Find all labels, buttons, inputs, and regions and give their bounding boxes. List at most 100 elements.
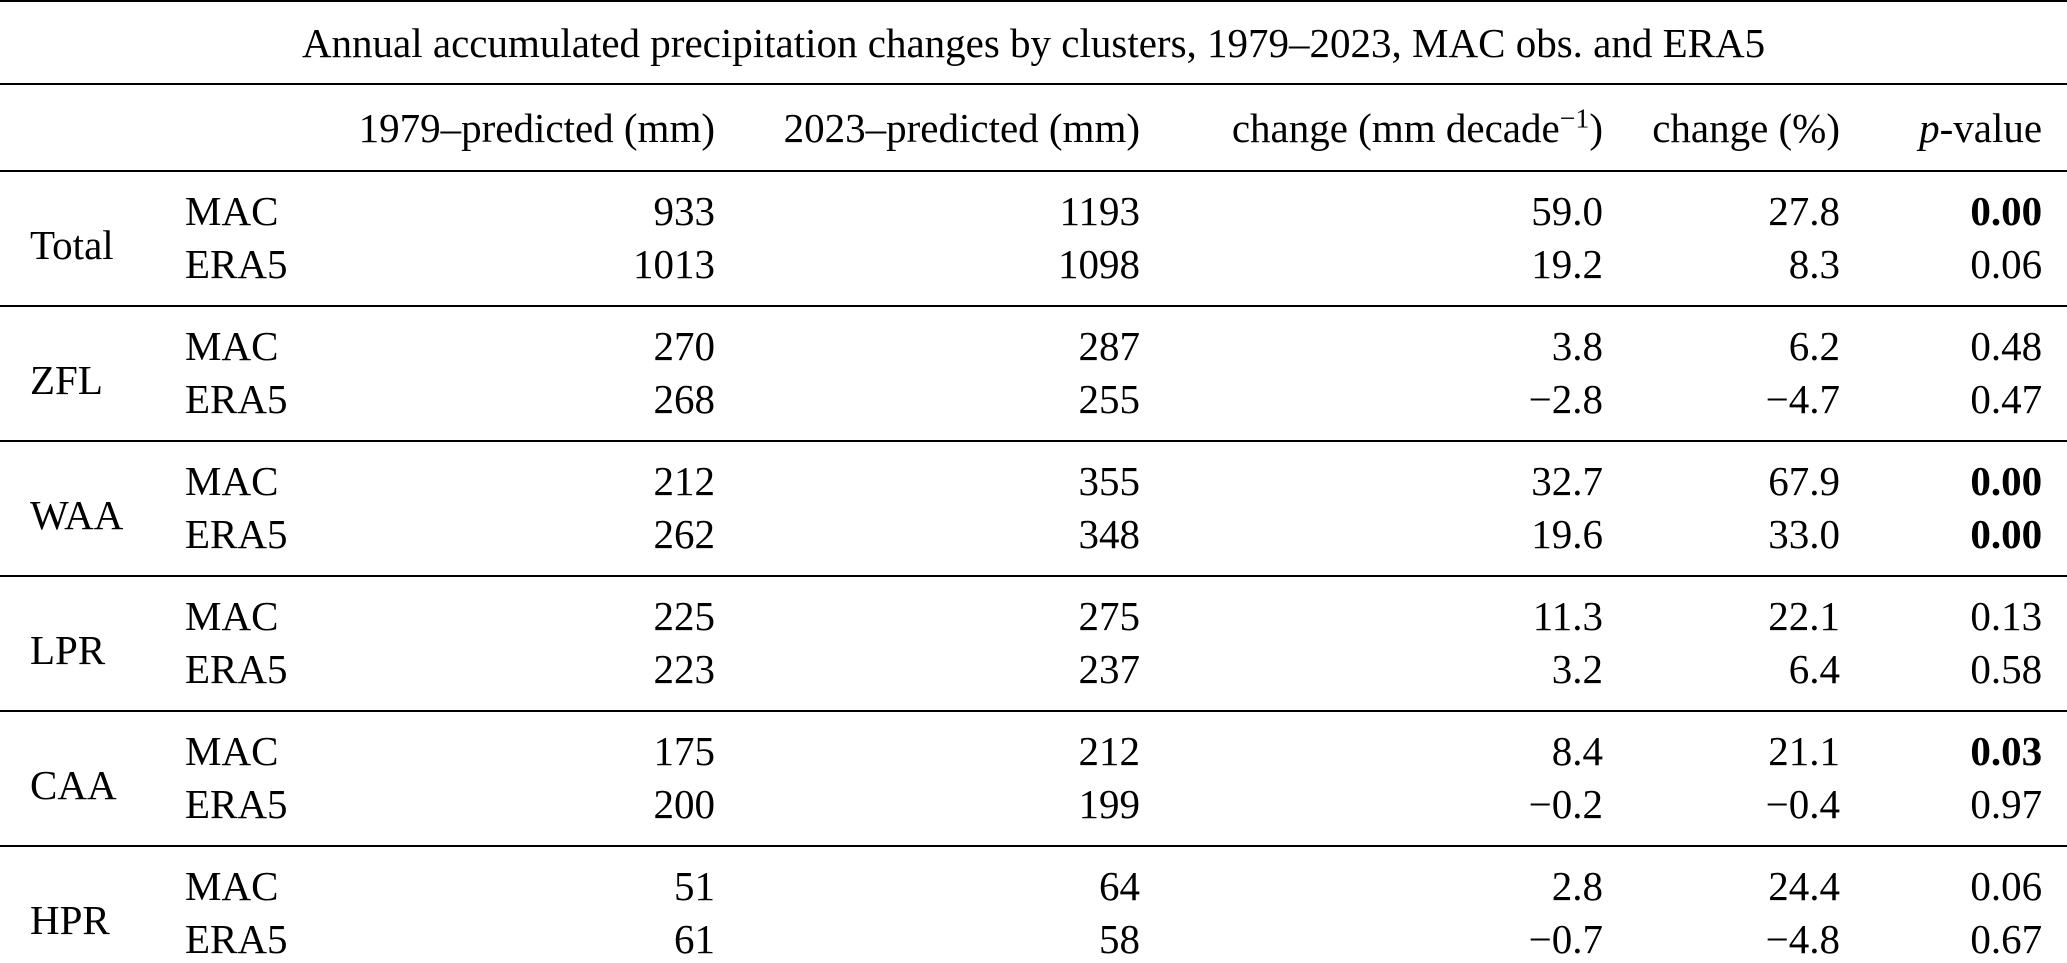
value-1979-predicted: 225 (653, 593, 716, 639)
source-label: MAC (185, 188, 279, 234)
source-label: MAC (185, 323, 279, 369)
value-1979-predicted: 175 (653, 728, 716, 774)
value-2023-predicted: 355 (1078, 458, 1141, 504)
value-1979-predicted: 51 (674, 863, 715, 909)
header-change-decade-superscript: −1 (1559, 102, 1590, 134)
value-change-percent: 33.0 (1603, 508, 1840, 577)
table-title: Annual accumulated precipitation changes… (0, 1, 2067, 85)
source-label: MAC (185, 728, 279, 774)
table-row: ERA5 268 255 −2.8 −4.7 0.47 (0, 373, 2067, 442)
value-1979-predicted: 262 (315, 508, 715, 577)
table-header-row: 1979–predicted (mm) 2023–predicted (mm) … (0, 84, 2067, 172)
table-row: Total MAC 933 1193 59.0 27.8 0.00 (0, 171, 2067, 307)
value-p-value: 0.48 (1970, 323, 2043, 369)
cluster-label: HPR (0, 846, 185, 963)
source-label: ERA5 (185, 508, 315, 577)
value-2023-predicted: 275 (1078, 593, 1141, 639)
value-change-decade: 32.7 (1531, 458, 1603, 504)
value-change-decade: 11.3 (1532, 593, 1603, 639)
value-2023-predicted: 64 (1099, 863, 1140, 909)
value-change-decade: 8.4 (1551, 728, 1603, 774)
value-1979-predicted: 270 (653, 323, 716, 369)
value-change-decade: 2.8 (1551, 863, 1603, 909)
cluster-label: WAA (0, 441, 185, 577)
value-1979-predicted: 933 (653, 188, 716, 234)
value-change-decade: 19.2 (1140, 238, 1603, 307)
value-1979-predicted: 200 (315, 778, 715, 847)
header-change-percent: change (%) (1603, 84, 1840, 172)
value-change-decade: 59.0 (1531, 188, 1603, 234)
header-1979-predicted: 1979–predicted (mm) (315, 84, 715, 172)
table-row: HPR MAC 51 64 2.8 24.4 0.06 (0, 846, 2067, 963)
value-p-value: 0.00 (1970, 188, 2043, 234)
value-1979-predicted: 212 (653, 458, 716, 504)
value-1979-predicted: 223 (315, 643, 715, 712)
value-p-value: 0.00 (1970, 458, 2043, 504)
value-2023-predicted: 237 (715, 643, 1140, 712)
source-label: MAC (185, 593, 279, 639)
header-p-value-rest: -value (1939, 104, 2043, 151)
value-change-percent: 8.3 (1603, 238, 1840, 307)
cluster-label: Total (0, 171, 185, 307)
table-row: ZFL MAC 270 287 3.8 6.2 0.48 (0, 306, 2067, 442)
table-row: ERA5 1013 1098 19.2 8.3 0.06 (0, 238, 2067, 307)
source-label: ERA5 (185, 913, 315, 963)
value-2023-predicted: 287 (1078, 323, 1141, 369)
value-p-value: 0.00 (1840, 508, 2067, 577)
table-row: ERA5 200 199 −0.2 −0.4 0.97 (0, 778, 2067, 847)
header-change-decade-suffix: ) (1589, 104, 1603, 151)
table-row: ERA5 223 237 3.2 6.4 0.58 (0, 643, 2067, 712)
value-change-percent: 6.4 (1603, 643, 1840, 712)
cluster-label: LPR (0, 576, 185, 712)
header-cluster-empty (0, 84, 185, 172)
value-change-percent: 22.1 (1768, 593, 1840, 639)
value-p-value: 0.03 (1970, 728, 2043, 774)
source-label: MAC (185, 458, 279, 504)
value-p-value: 0.13 (1970, 593, 2043, 639)
value-p-value: 0.67 (1840, 913, 2067, 963)
value-2023-predicted: 58 (715, 913, 1140, 963)
value-1979-predicted: 1013 (315, 238, 715, 307)
value-1979-predicted: 268 (315, 373, 715, 442)
table-title-row: Annual accumulated precipitation changes… (0, 1, 2067, 85)
cluster-label: ZFL (0, 306, 185, 442)
value-1979-predicted: 61 (315, 913, 715, 963)
table-row: ERA5 262 348 19.6 33.0 0.00 (0, 508, 2067, 577)
header-source-empty (185, 84, 315, 172)
value-change-percent: 67.9 (1768, 458, 1840, 504)
header-change-decade-prefix: change (mm decade (1231, 104, 1560, 151)
value-change-percent: −4.8 (1603, 913, 1840, 963)
value-p-value: 0.06 (1840, 238, 2067, 307)
table-row: LPR MAC 225 275 11.3 22.1 0.13 (0, 576, 2067, 712)
value-2023-predicted: 1098 (715, 238, 1140, 307)
value-change-percent: −0.4 (1603, 778, 1840, 847)
header-change-decade: change (mm decade−1) (1140, 84, 1603, 172)
table-row: CAA MAC 175 212 8.4 21.1 0.03 (0, 711, 2067, 847)
value-2023-predicted: 212 (1078, 728, 1141, 774)
source-label: ERA5 (185, 778, 315, 847)
value-p-value: 0.47 (1840, 373, 2067, 442)
value-change-percent: 21.1 (1768, 728, 1840, 774)
source-label: ERA5 (185, 373, 315, 442)
cluster-label: CAA (0, 711, 185, 847)
value-change-decade: 3.2 (1140, 643, 1603, 712)
value-p-value: 0.06 (1970, 863, 2043, 909)
source-label: ERA5 (185, 643, 315, 712)
value-2023-predicted: 348 (715, 508, 1140, 577)
value-change-decade: −2.8 (1140, 373, 1603, 442)
value-change-percent: 6.2 (1788, 323, 1840, 369)
source-label: ERA5 (185, 238, 315, 307)
value-change-percent: 24.4 (1768, 863, 1840, 909)
value-change-decade: 3.8 (1551, 323, 1603, 369)
value-change-decade: 19.6 (1140, 508, 1603, 577)
value-change-decade: −0.2 (1140, 778, 1603, 847)
header-p-value-italic-p: p (1919, 104, 1940, 151)
value-p-value: 0.97 (1840, 778, 2067, 847)
value-p-value: 0.58 (1840, 643, 2067, 712)
header-p-value: p-value (1840, 84, 2067, 172)
value-change-decade: −0.7 (1140, 913, 1603, 963)
table-row: ERA5 61 58 −0.7 −4.8 0.67 (0, 913, 2067, 963)
value-2023-predicted: 1193 (1059, 188, 1140, 234)
